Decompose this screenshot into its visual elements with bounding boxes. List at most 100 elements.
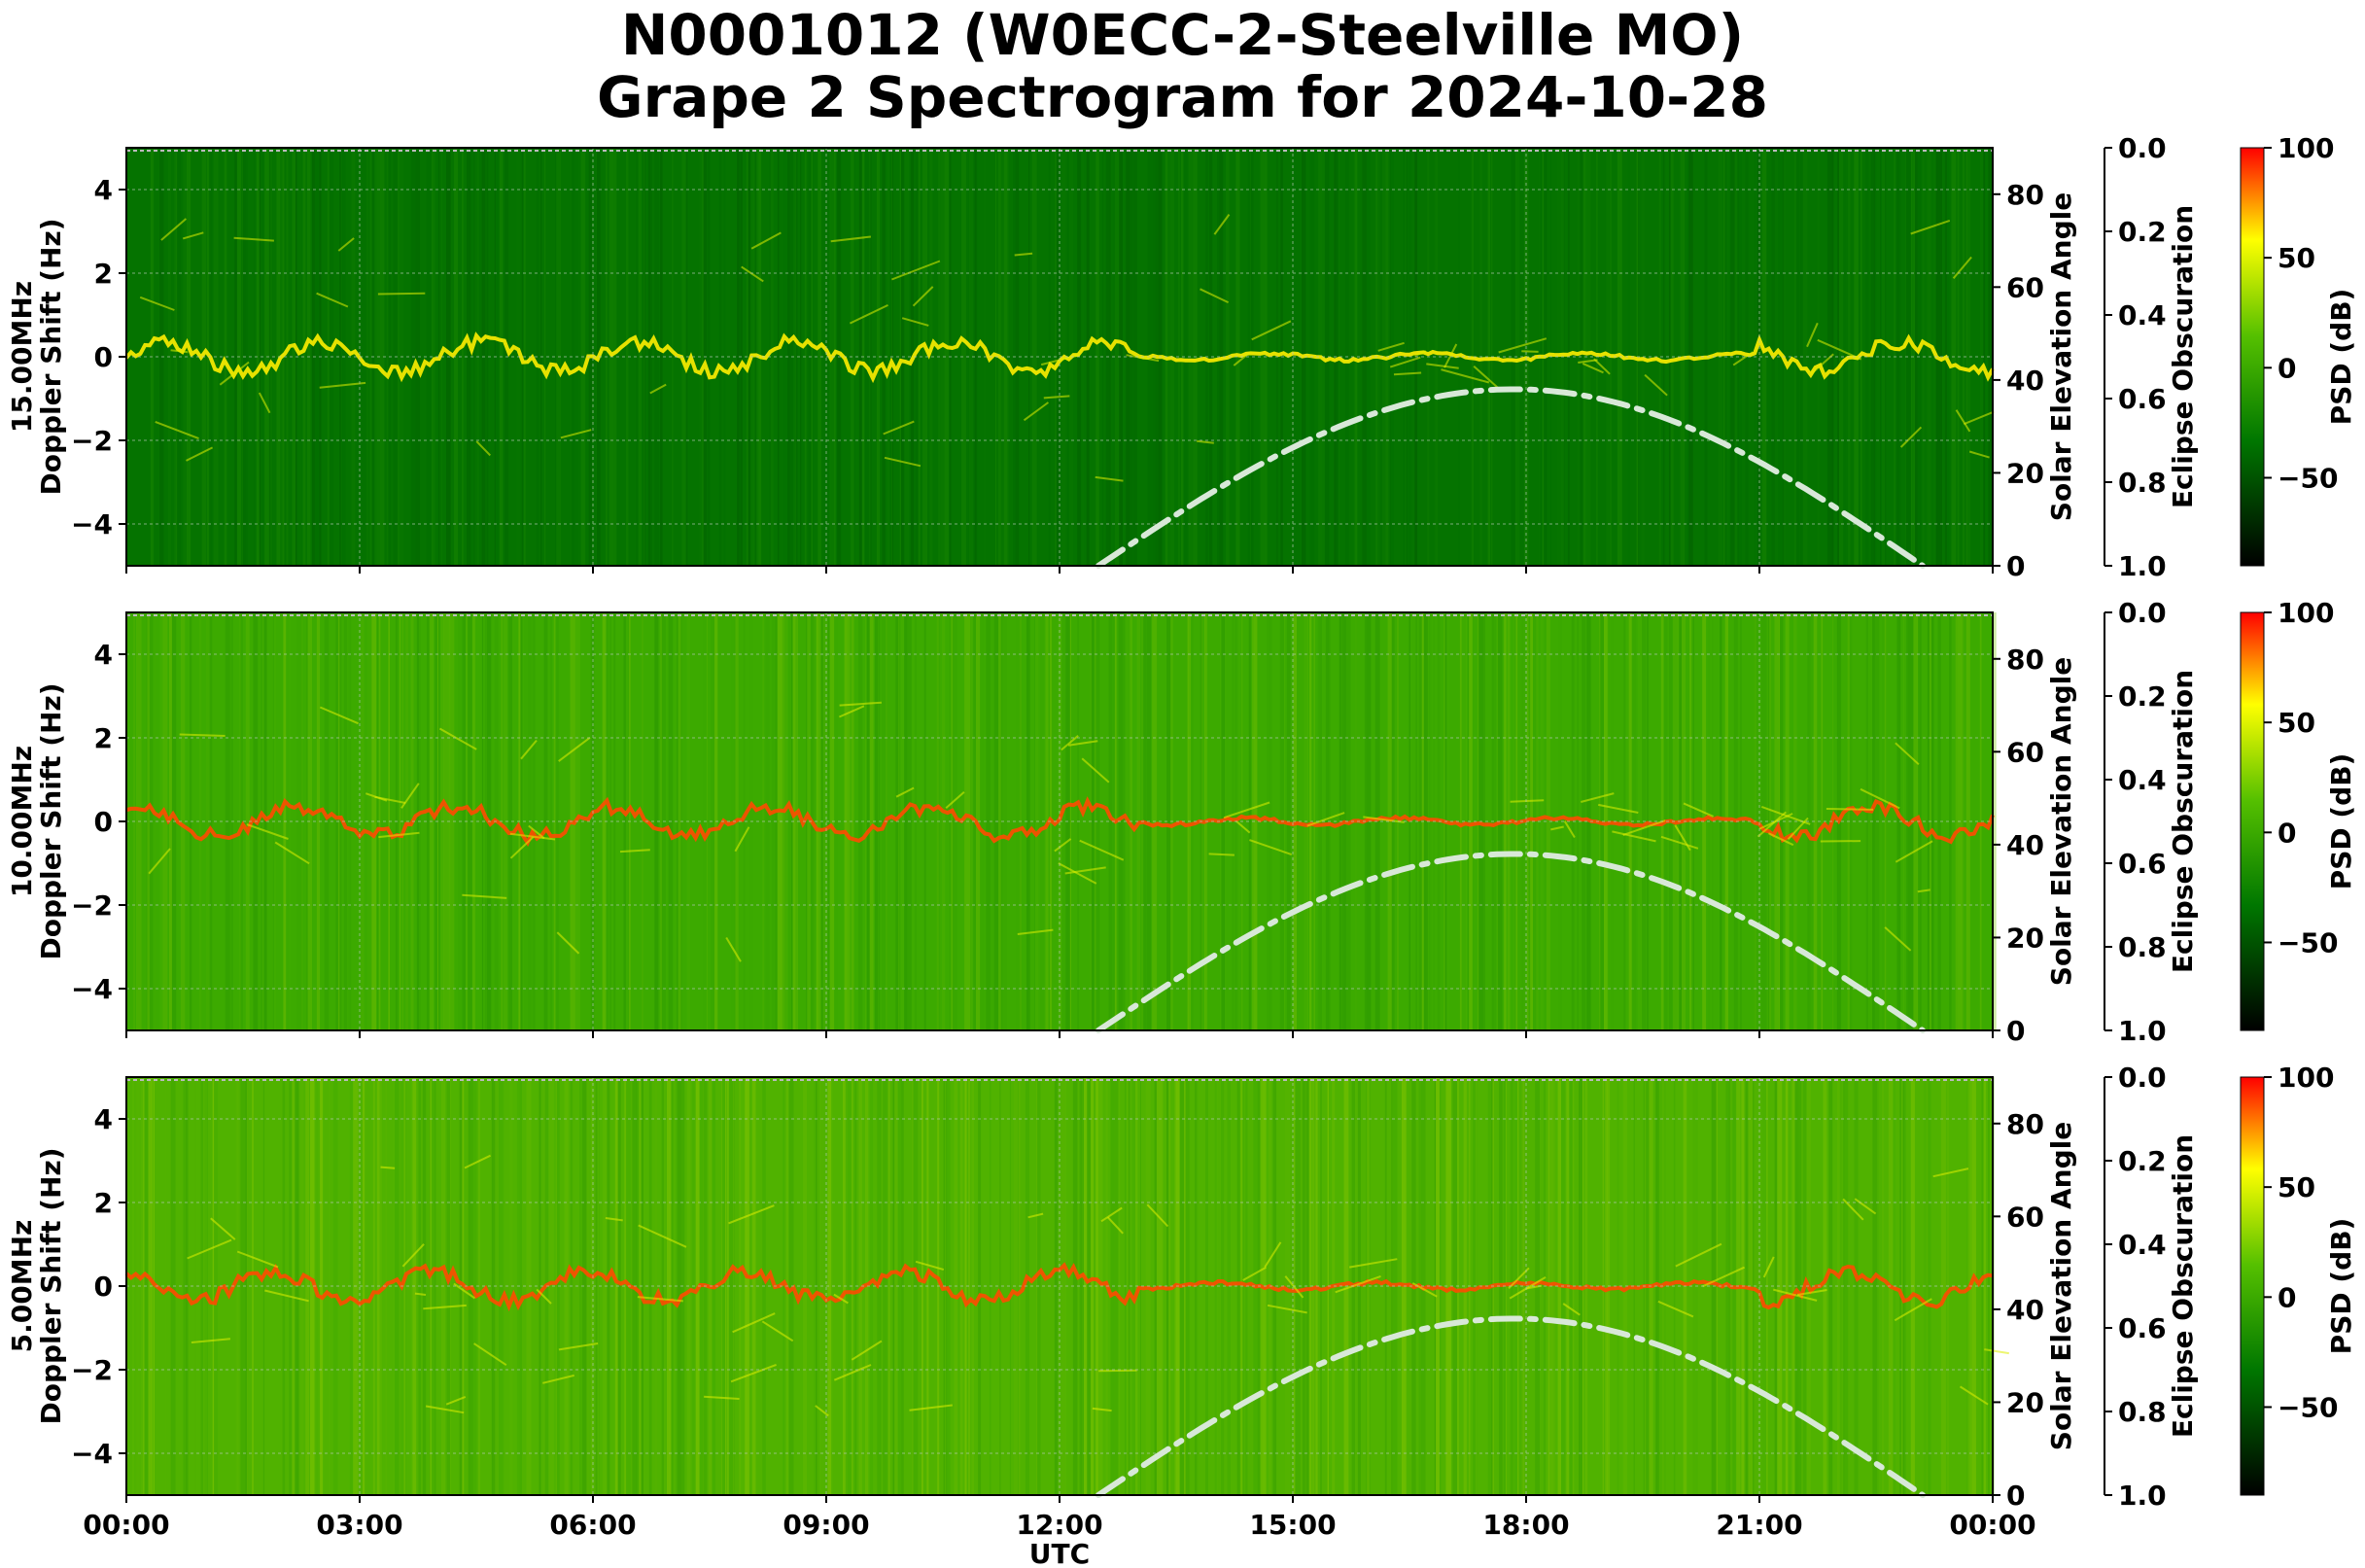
eclipse-tick-label: 0.4 [2118,299,2167,331]
texture-column [961,148,966,566]
texture-column [1261,148,1266,566]
texture-column [1622,1077,1626,1495]
texture-column [882,148,886,566]
texture-column [339,148,341,566]
elevation-tick-label: 80 [2006,1108,2044,1140]
multipath-streak [1095,475,1124,482]
multipath-streak [316,292,349,308]
texture-column [1955,612,1959,1030]
texture-column [1057,148,1061,566]
multipath-streak [1014,252,1033,257]
texture-column [1956,148,1959,566]
texture-column [556,612,559,1030]
texture-column [1015,148,1018,566]
texture-column [1827,1077,1830,1495]
texture-column [351,148,356,566]
texture-column [986,612,991,1030]
texture-column [246,612,250,1030]
texture-column [783,1077,785,1495]
multipath-streak [1200,288,1230,304]
multipath-streak [1413,350,1427,358]
texture-column [935,1077,939,1495]
texture-column [1116,148,1119,566]
texture-column [1802,148,1808,566]
texture-column [792,612,798,1030]
texture-column [618,1077,621,1495]
multipath-streak [1702,1266,1746,1288]
texture-column [811,148,814,566]
colorbar-tick-label: −50 [2278,462,2338,494]
texture-column [1669,148,1672,566]
texture-column [869,612,874,1030]
elevation-tick-label: 0 [2006,1015,2025,1047]
texture-column [852,1077,857,1495]
texture-column [1956,148,1960,566]
texture-column [1002,612,1007,1030]
y-axis-label: Doppler Shift (Hz) [35,218,67,495]
multipath-streak [377,292,426,296]
texture-column [1884,612,1887,1030]
texture-column [814,612,816,1030]
texture-column [1183,148,1188,566]
texture-column [1965,612,1970,1030]
x-tick-label: 18:00 [1482,1509,1569,1541]
texture-column [1761,1077,1767,1495]
texture-column [818,1077,820,1495]
texture-column [1787,612,1790,1030]
multipath-streak [1426,363,1459,369]
texture-column [681,148,686,566]
texture-column [1983,148,1986,566]
texture-column [1302,1077,1305,1495]
texture-column [1607,1077,1609,1495]
texture-column [1166,612,1171,1030]
colorbar [2240,147,2265,567]
texture-column [1079,1077,1082,1495]
texture-column [142,1077,145,1495]
elevation-tick-label: 0 [2006,550,2025,582]
multipath-streak [1023,401,1049,422]
texture-column [263,612,267,1030]
texture-column [571,148,575,566]
texture-column [155,612,157,1030]
texture-column [682,1077,685,1495]
texture-column [723,148,726,566]
multipath-streak [558,737,591,762]
texture-column [930,148,932,566]
y-tick-label: 0 [94,806,113,838]
texture-column [1880,148,1883,566]
texture-column [1949,612,1952,1030]
multipath-streak [1064,866,1106,875]
texture-column [1553,1077,1555,1495]
multipath-streak [1581,792,1615,803]
texture-column [1296,1077,1301,1495]
multipath-streak [556,931,580,955]
multipath-streak [1854,1198,1877,1215]
texture-column [438,612,440,1030]
texture-column [1854,1077,1859,1495]
multipath-streak [728,1204,775,1225]
elevation-axis-label: Solar Elevation Angle [2045,192,2077,521]
texture-column [240,1077,246,1495]
multipath-streak [1683,802,1715,818]
texture-column [1521,1077,1525,1495]
texture-column [379,1077,382,1495]
texture-column [1965,148,1968,566]
texture-column [466,148,470,566]
texture-column [1874,148,1877,566]
texture-column [848,1077,852,1495]
texture-column [1265,148,1269,566]
texture-column [183,1077,186,1495]
multipath-streak [1563,820,1576,839]
texture-column [328,1077,330,1495]
texture-column [602,612,607,1030]
eclipse-tick-label: 0.4 [2118,764,2167,796]
texture-column [660,148,663,566]
texture-column [504,612,507,1030]
multipath-streak [258,392,271,414]
texture-column [262,1077,265,1495]
texture-column [296,612,302,1030]
texture-column [1517,1077,1519,1495]
multipath-streak [734,826,750,853]
multipath-streak [1251,320,1292,341]
texture-column [1086,148,1090,566]
